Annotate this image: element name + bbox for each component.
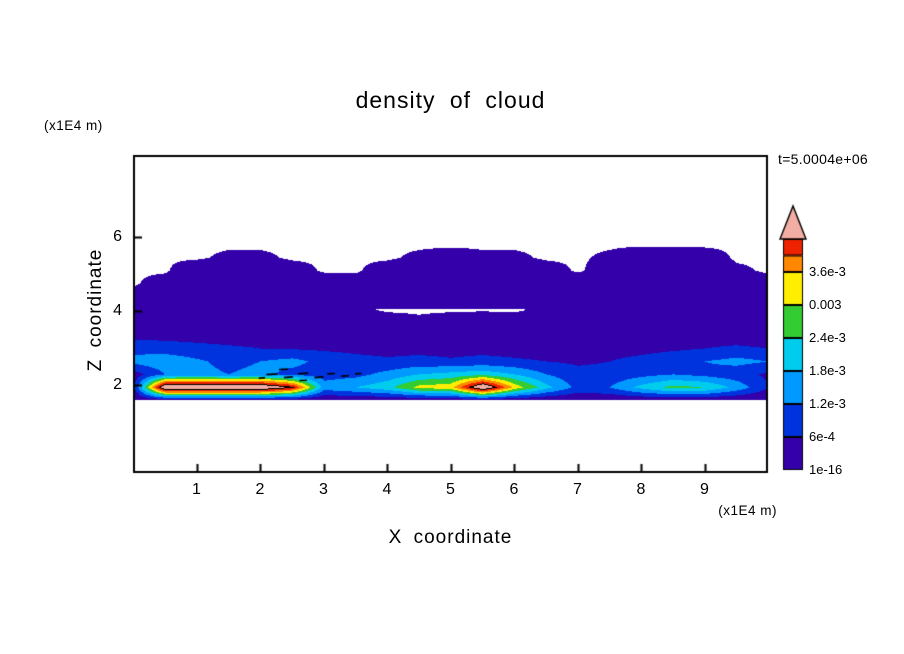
time-label: t=5.0004e+06 [778, 151, 869, 167]
chart-title: density of cloud [355, 87, 546, 113]
x-tick-label: 9 [700, 481, 709, 498]
colorbar-label: 1.8e-3 [809, 363, 846, 378]
x-tick-label: 3 [319, 481, 328, 498]
x-tick-label: 4 [382, 481, 392, 498]
colorbar-label: 1e-16 [809, 462, 843, 477]
z-axis-unit: (x1E4 m) [44, 118, 103, 133]
z-tick-label: 6 [113, 228, 122, 245]
colorbar-label: 2.4e-3 [809, 330, 846, 345]
colorbar-label: 0.003 [809, 297, 842, 312]
colorbar-label: 1.2e-3 [809, 396, 846, 411]
z-tick-label: 4 [113, 302, 122, 319]
colorbar-label: 3.6e-3 [809, 264, 846, 279]
x-axis-unit: (x1E4 m) [718, 503, 777, 518]
x-tick-label: 5 [446, 481, 455, 498]
colorbar-label: 6e-4 [809, 429, 836, 444]
x-tick-label: 6 [509, 481, 519, 498]
x-tick-label: 7 [573, 481, 582, 498]
x-tick-label: 8 [636, 481, 646, 498]
x-tick-label: 2 [255, 481, 265, 498]
z-tick-label: 2 [113, 376, 122, 393]
x-axis-label: X coordinate [388, 527, 513, 548]
x-tick-label: 1 [192, 481, 201, 498]
